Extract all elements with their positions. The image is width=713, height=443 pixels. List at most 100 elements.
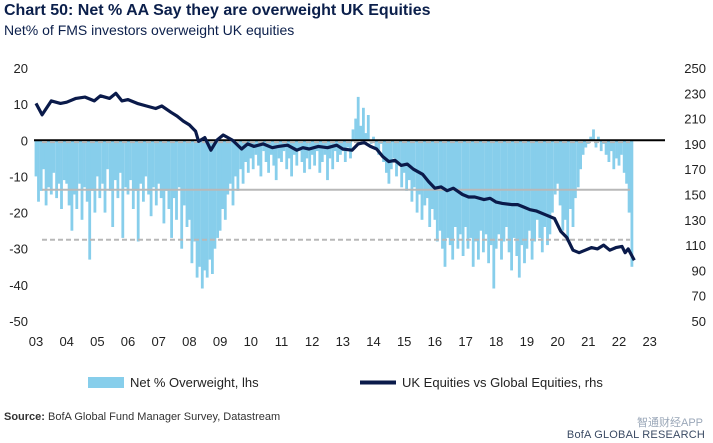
right-tick-label: 230 bbox=[684, 86, 706, 101]
bar bbox=[185, 140, 189, 227]
bar bbox=[290, 140, 293, 177]
bar bbox=[303, 140, 306, 173]
bar-series bbox=[34, 96, 634, 289]
bar bbox=[581, 140, 585, 155]
bar bbox=[85, 140, 89, 202]
bar bbox=[52, 140, 56, 173]
right-tick-label: 250 bbox=[684, 61, 706, 76]
bar bbox=[489, 140, 493, 246]
bar bbox=[272, 140, 276, 166]
bar bbox=[410, 140, 414, 202]
bar bbox=[435, 140, 439, 242]
bar bbox=[320, 140, 324, 162]
bar bbox=[47, 140, 51, 188]
bar bbox=[208, 140, 212, 260]
bar bbox=[193, 140, 196, 242]
bar bbox=[546, 140, 549, 246]
bar bbox=[254, 140, 258, 155]
bar bbox=[627, 140, 631, 213]
legend: Net % Overweight, lhs UK Equities vs Glob… bbox=[88, 375, 603, 390]
bar bbox=[139, 140, 143, 184]
right-tick-label: 50 bbox=[692, 314, 706, 329]
bar bbox=[597, 136, 600, 141]
right-tick-label: 190 bbox=[684, 137, 706, 152]
bar bbox=[622, 140, 626, 173]
bar bbox=[385, 140, 388, 173]
bar bbox=[366, 115, 370, 141]
x-axis: 03 04 05 06 07 08 09 10 11 12 13 14 15 16 17 18 19 20 21 22… bbox=[29, 334, 657, 349]
bar bbox=[589, 136, 593, 141]
bar bbox=[530, 140, 534, 260]
bar bbox=[341, 140, 345, 152]
bar bbox=[592, 129, 595, 141]
bar bbox=[502, 140, 506, 242]
bar bbox=[625, 140, 628, 184]
bar bbox=[93, 140, 97, 213]
bar bbox=[129, 140, 132, 181]
bar bbox=[213, 140, 217, 249]
bar bbox=[492, 140, 496, 289]
bar bbox=[236, 140, 240, 191]
bar bbox=[205, 140, 209, 278]
bar bbox=[346, 140, 350, 148]
bar bbox=[359, 125, 362, 141]
bar bbox=[60, 140, 63, 209]
bar bbox=[576, 140, 580, 188]
bar bbox=[113, 140, 117, 181]
bar bbox=[351, 129, 355, 141]
x-tick-label: 12 bbox=[305, 334, 319, 349]
bar bbox=[458, 140, 462, 235]
x-tick-label: 20 bbox=[550, 334, 564, 349]
x-tick-label: 03 bbox=[29, 334, 43, 349]
x-tick-label: 21 bbox=[581, 334, 595, 349]
bar bbox=[571, 140, 575, 227]
bar bbox=[520, 140, 524, 246]
x-tick-label: 22 bbox=[612, 334, 626, 349]
bar bbox=[343, 140, 347, 162]
bar bbox=[563, 140, 567, 220]
right-axis: 250 230 210 190 170 150 130 110 90 70 50 bbox=[684, 61, 706, 329]
bar bbox=[142, 140, 145, 202]
bar bbox=[464, 140, 467, 227]
bar bbox=[507, 140, 511, 253]
bar bbox=[579, 140, 582, 170]
reference-lines bbox=[34, 139, 665, 241]
x-tick-label: 13 bbox=[336, 334, 350, 349]
bar bbox=[525, 140, 529, 249]
x-tick-label: 08 bbox=[182, 334, 196, 349]
x-tick-label: 16 bbox=[428, 334, 442, 349]
bar bbox=[487, 140, 490, 264]
right-tick-label: 210 bbox=[684, 112, 706, 127]
bar bbox=[423, 140, 427, 206]
bar bbox=[297, 140, 301, 152]
source-note: Source: BofA Global Fund Manager Survey,… bbox=[4, 411, 280, 423]
bar bbox=[551, 140, 554, 213]
bar bbox=[244, 140, 247, 162]
bar bbox=[188, 140, 191, 220]
source-text: BofA Global Fund Manager Survey, Datastr… bbox=[48, 411, 281, 423]
bar bbox=[540, 140, 544, 253]
bar bbox=[479, 140, 483, 231]
bar bbox=[295, 140, 299, 166]
bar bbox=[257, 140, 260, 166]
bar bbox=[124, 140, 127, 188]
bar bbox=[274, 140, 278, 181]
bar bbox=[617, 140, 621, 166]
bar bbox=[177, 140, 181, 188]
bar bbox=[96, 140, 99, 177]
bar bbox=[285, 140, 289, 170]
bar bbox=[80, 140, 84, 220]
bar bbox=[497, 140, 501, 235]
bar bbox=[397, 140, 401, 166]
bar bbox=[471, 140, 475, 267]
bar bbox=[55, 140, 58, 199]
bar bbox=[259, 140, 263, 177]
right-tick-label: 150 bbox=[684, 188, 706, 203]
bar bbox=[264, 140, 268, 162]
right-tick-label: 90 bbox=[692, 263, 706, 278]
bar bbox=[408, 140, 411, 181]
bar bbox=[103, 140, 107, 213]
bar bbox=[134, 140, 138, 191]
bar bbox=[477, 140, 480, 260]
right-tick-label: 110 bbox=[685, 238, 706, 253]
